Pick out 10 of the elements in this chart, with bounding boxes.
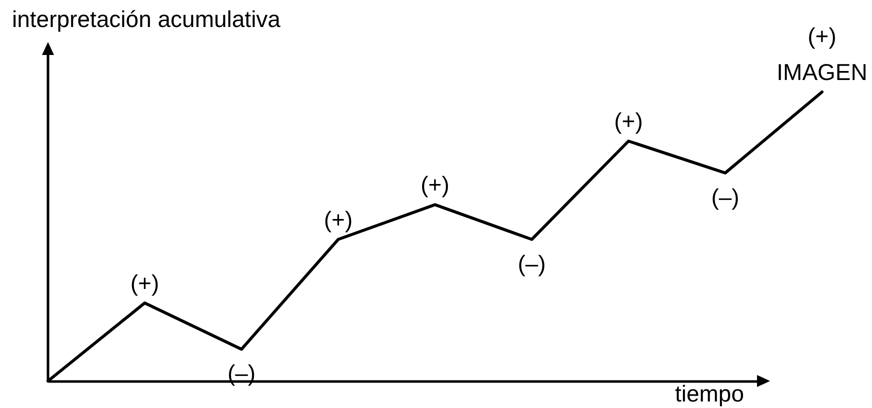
annotation: (–) bbox=[711, 184, 740, 210]
annotation: (+) bbox=[808, 23, 836, 49]
x-axis-title: tiempo bbox=[674, 380, 744, 406]
annotation: (+) bbox=[130, 270, 160, 296]
annotation: (–) bbox=[518, 250, 546, 276]
annotation: (+) bbox=[614, 108, 643, 134]
annotation: (+) bbox=[324, 206, 353, 232]
y-axis-title: interpretación acumulativa bbox=[12, 6, 281, 32]
annotation: (+) bbox=[420, 172, 450, 198]
annotation: IMAGEN bbox=[776, 59, 868, 85]
